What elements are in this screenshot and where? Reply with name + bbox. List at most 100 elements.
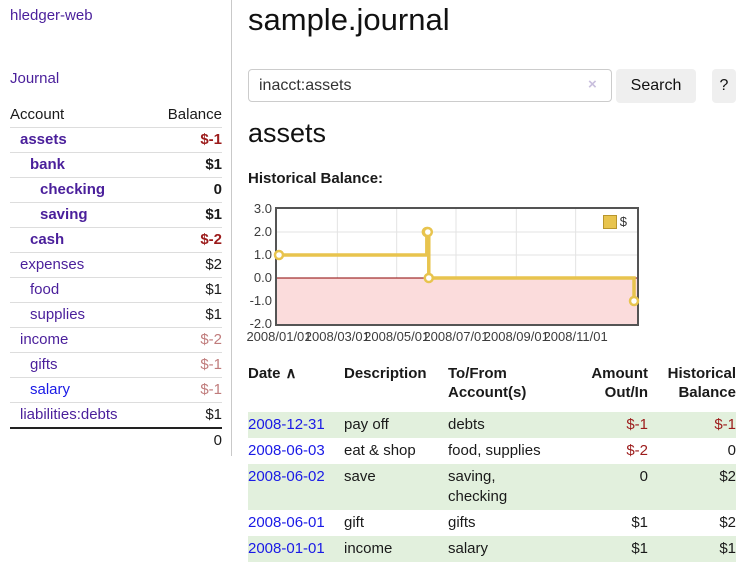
accounts-total-row: 0: [10, 427, 222, 453]
account-link-liabilities-debts[interactable]: liabilities:debts: [20, 406, 118, 423]
x-axis-tick-label: 2008/09/01: [483, 329, 549, 344]
account-row: supplies $1: [10, 302, 222, 328]
x-axis-tick-label: 2008/11/01: [543, 329, 608, 344]
x-axis-tick-label: 2008/01/01: [246, 329, 312, 344]
transaction-description: save: [344, 468, 376, 485]
register-header-balance: Historical Balance: [667, 365, 736, 401]
account-link-assets[interactable]: assets: [20, 131, 67, 148]
transaction-amount: $1: [631, 514, 648, 531]
transaction-amount: 0: [639, 468, 648, 485]
sidebar: hledger-web Journal Account Balance asse…: [0, 0, 232, 456]
transaction-accounts: saving, checking: [448, 468, 508, 505]
transaction-accounts: salary: [448, 540, 489, 557]
page-title: sample.journal: [248, 2, 450, 37]
chart-plot-area: $: [273, 207, 640, 326]
register-row[interactable]: 2008-06-01 gift gifts $1 $2: [248, 510, 736, 536]
register-row[interactable]: 2008-12-31 pay off debts $-1 $-1: [248, 412, 736, 438]
x-axis-tick-label: 2008/03/01: [304, 329, 370, 344]
register-header-accounts: To/From Account(s): [448, 365, 527, 401]
register-header-date[interactable]: Date ∧: [248, 365, 297, 382]
accounts-table: Account Balance assets $-1 bank $1 check…: [10, 102, 222, 453]
transaction-balance: $-1: [714, 416, 736, 433]
account-link-food[interactable]: food: [30, 281, 60, 298]
y-axis-tick-label: -2.0: [249, 316, 272, 331]
register-row[interactable]: 2008-06-02 save saving, checking 0 $2: [248, 464, 736, 510]
register-table: Date ∧ Description To/From Account(s) Amo…: [248, 362, 736, 562]
account-link-saving[interactable]: saving: [40, 206, 88, 223]
account-link-expenses[interactable]: expenses: [20, 256, 85, 273]
account-row: bank $1: [10, 152, 222, 178]
search-button[interactable]: Search: [616, 69, 696, 103]
account-balance: $-1: [150, 352, 222, 378]
sidebar-item-journal[interactable]: Journal: [10, 70, 60, 87]
account-balance: $1: [150, 202, 222, 228]
balance-chart-canvas: [273, 209, 640, 324]
transaction-date-link[interactable]: 2008-06-03: [248, 442, 325, 459]
y-axis-tick-label: 0.0: [253, 270, 272, 285]
account-balance: $1: [150, 402, 222, 428]
account-link-bank[interactable]: bank: [30, 156, 66, 173]
account-balance: $1: [150, 302, 222, 328]
register-header-row: Date ∧ Description To/From Account(s) Amo…: [248, 362, 736, 412]
register-row[interactable]: 2008-01-01 income salary $1 $1: [248, 536, 736, 562]
account-link-gifts[interactable]: gifts: [30, 356, 58, 373]
transaction-description: pay off: [344, 416, 389, 433]
legend-swatch-icon: [602, 214, 617, 229]
account-row: saving $1: [10, 202, 222, 228]
account-row: food $1: [10, 277, 222, 303]
transaction-date-link[interactable]: 2008-06-02: [248, 468, 325, 485]
chart-legend: $: [602, 214, 627, 229]
account-balance: $1: [150, 277, 222, 303]
transaction-balance: 0: [727, 442, 736, 459]
y-axis-tick-label: -1.0: [249, 293, 272, 308]
account-link-income[interactable]: income: [20, 331, 69, 348]
account-row: cash $-2: [10, 227, 222, 253]
account-balance: $1: [150, 152, 222, 178]
register-header-description: Description: [344, 365, 427, 382]
account-balance: 0: [150, 177, 222, 203]
account-row: income $-2: [10, 327, 222, 353]
account-balance: $-1: [150, 127, 222, 153]
sort-ascending-icon: ∧: [285, 365, 297, 382]
transaction-balance: $2: [719, 468, 736, 485]
legend-label: $: [619, 214, 627, 229]
register-row[interactable]: 2008-06-03 eat & shop food, supplies $-2…: [248, 438, 736, 464]
y-axis-tick-label: 3.0: [253, 201, 272, 216]
y-axis-tick-label: 1.0: [253, 247, 272, 262]
main-content: sample.journal × Search ? assets Histori…: [246, 0, 736, 582]
accounts-header-balance: Balance: [167, 106, 222, 123]
transaction-amount: $-2: [626, 442, 648, 459]
clear-search-icon[interactable]: ×: [588, 76, 597, 93]
transaction-balance: $2: [719, 514, 736, 531]
transaction-date-link[interactable]: 2008-01-01: [248, 540, 325, 557]
transaction-description: income: [344, 540, 393, 557]
account-row: assets $-1: [10, 127, 222, 153]
account-link-checking[interactable]: checking: [40, 181, 106, 198]
account-row: liabilities:debts $1: [10, 402, 222, 428]
search-bar: × Search ?: [248, 69, 736, 103]
register-header-amount: Amount Out/In: [591, 365, 648, 401]
x-axis-tick-label: 2008/05/01: [364, 329, 430, 344]
account-link-cash[interactable]: cash: [30, 231, 65, 248]
account-heading: assets: [248, 118, 327, 148]
chart-title: Historical Balance:: [248, 170, 384, 187]
transaction-balance: $1: [719, 540, 736, 557]
accounts-header-account: Account: [10, 106, 65, 123]
account-row: salary $-1: [10, 377, 222, 403]
app-title-link[interactable]: hledger-web: [10, 7, 93, 24]
historical-balance-chart: 3.0 2.0 1.0 0.0 -1.0 -2.0 $ 2008/01/01 2…: [246, 201, 736, 352]
transaction-amount: $-1: [626, 416, 648, 433]
transaction-date-link[interactable]: 2008-12-31: [248, 416, 325, 433]
accounts-table-header: Account Balance: [10, 102, 222, 128]
transaction-date-link[interactable]: 2008-06-01: [248, 514, 325, 531]
y-axis-tick-label: 2.0: [253, 224, 272, 239]
help-button[interactable]: ?: [712, 69, 736, 103]
account-link-supplies[interactable]: supplies: [30, 306, 86, 323]
search-input[interactable]: [248, 69, 612, 102]
account-link-salary[interactable]: salary: [30, 381, 71, 398]
account-row: expenses $2: [10, 252, 222, 278]
account-row: gifts $-1: [10, 352, 222, 378]
transaction-accounts: debts: [448, 416, 485, 433]
account-balance: $-2: [150, 227, 222, 253]
